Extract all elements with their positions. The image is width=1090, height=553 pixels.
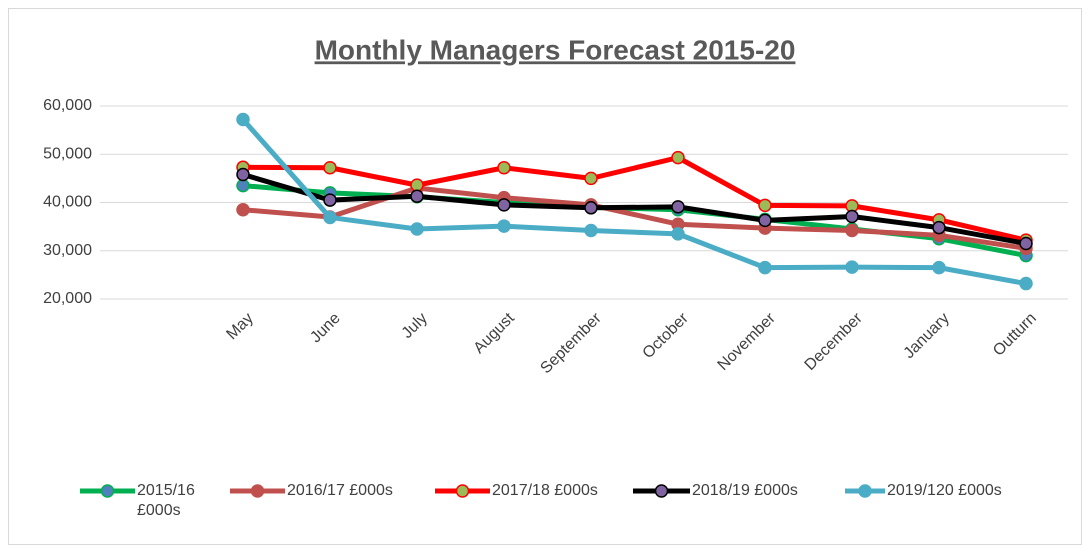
legend-marker <box>654 484 669 498</box>
y-tick-label: 60,000 <box>43 97 92 114</box>
data-point <box>932 220 946 235</box>
data-point <box>1019 236 1033 251</box>
data-point <box>845 209 859 224</box>
legend-label: 2017/18 £000s <box>492 482 598 499</box>
legend-item: 2015/16 £000s <box>80 481 197 521</box>
legend-swatch <box>633 484 690 498</box>
legend-marker <box>858 484 872 498</box>
legend-marker <box>250 484 265 498</box>
data-point <box>845 223 859 238</box>
legend-label: 2016/17 £000s <box>287 482 393 499</box>
legend-swatch <box>845 484 885 498</box>
legend-label: 2018/19 £000s <box>692 482 798 499</box>
legend-swatch <box>230 484 285 498</box>
legend-marker <box>100 484 115 498</box>
legend-item: 2016/17 £000s <box>230 481 427 501</box>
y-tick-label: 50,000 <box>43 145 92 162</box>
y-tick-label: 30,000 <box>43 242 92 259</box>
series-line <box>241 117 1027 287</box>
series-line <box>242 172 1027 246</box>
data-point <box>236 202 250 217</box>
chart-title: Monthly Managers Forecast 2015-20 <box>315 34 796 65</box>
legend-swatch <box>435 484 490 498</box>
legend-item: 2018/19 £000s <box>633 481 842 501</box>
data-point <box>671 200 685 214</box>
legend-item: 2019/120 £000s <box>845 481 1047 501</box>
data-point <box>584 223 598 238</box>
data-point <box>323 210 337 225</box>
y-tick-label: 40,000 <box>43 194 92 211</box>
legend-item: 2017/18 £000s <box>435 481 642 501</box>
data-point <box>497 161 511 175</box>
data-point <box>410 189 424 203</box>
data-point <box>410 222 424 236</box>
legend-swatch <box>80 484 135 498</box>
data-point <box>497 198 511 212</box>
chart-border <box>8 8 1082 545</box>
data-point <box>236 167 250 182</box>
data-point <box>497 219 511 233</box>
data-point <box>845 260 859 274</box>
data-point <box>1019 276 1033 291</box>
data-point <box>410 178 424 192</box>
data-point <box>671 227 685 241</box>
series-line <box>242 155 1027 243</box>
data-point <box>758 213 772 228</box>
data-point <box>236 178 250 193</box>
data-point <box>932 260 946 275</box>
data-point <box>584 171 598 186</box>
data-point <box>323 193 337 207</box>
data-point <box>236 112 250 127</box>
y-tick-label: 20,000 <box>43 290 92 307</box>
series-line <box>242 185 1027 251</box>
data-point <box>323 161 337 175</box>
data-point <box>671 150 685 165</box>
data-point <box>758 260 772 275</box>
data-point <box>584 201 598 215</box>
data-point <box>758 198 772 213</box>
legend-label: 2015/16 £000s <box>137 482 195 519</box>
legend-marker <box>455 484 470 498</box>
legend-label: 2019/120 £000s <box>887 482 1002 499</box>
